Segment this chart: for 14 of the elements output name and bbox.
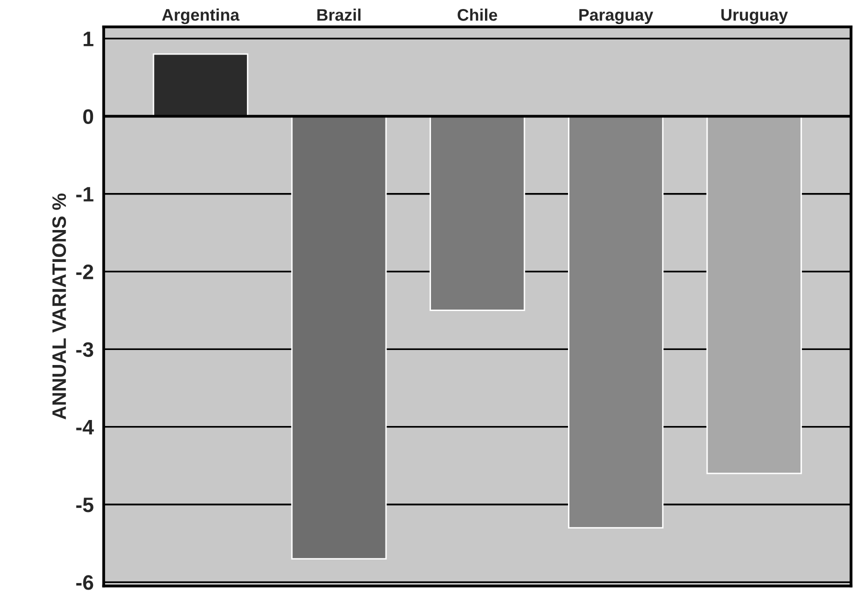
- y-tick-label: -5: [76, 498, 94, 512]
- y-tick-label: -4: [76, 420, 94, 434]
- y-tick-label: -6: [76, 575, 94, 590]
- y-tick-label: 1: [84, 32, 94, 46]
- y-axis-title: ANNUAL VARIATIONS %: [52, 194, 66, 420]
- y-tick-label: -3: [76, 342, 94, 357]
- x-tick-label: Argentina: [162, 8, 240, 24]
- x-tick-label: Uruguay: [721, 9, 788, 24]
- x-tick-label: Brazil: [317, 8, 360, 21]
- x-tick-label: Paraguay: [579, 9, 654, 24]
- x-tick-label: Chile: [458, 8, 498, 21]
- y-tick-label: 0: [83, 109, 94, 124]
- y-tick-label: -2: [76, 264, 94, 280]
- y-tick-label: -1: [76, 187, 94, 202]
